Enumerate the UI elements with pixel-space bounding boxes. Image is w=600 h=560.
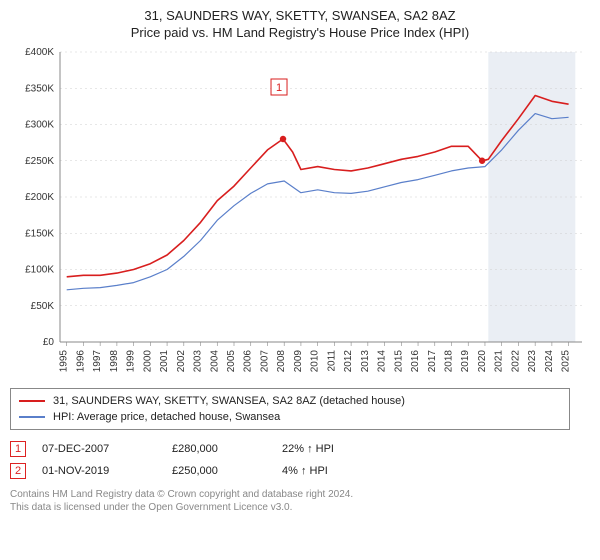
svg-text:£200K: £200K xyxy=(25,192,54,203)
svg-text:2000: 2000 xyxy=(142,350,153,373)
legend-label: 31, SAUNDERS WAY, SKETTY, SWANSEA, SA2 8… xyxy=(53,395,405,407)
svg-text:2012: 2012 xyxy=(343,350,354,373)
svg-text:2004: 2004 xyxy=(209,350,220,373)
title-main: 31, SAUNDERS WAY, SKETTY, SWANSEA, SA2 8… xyxy=(10,8,590,23)
svg-text:2015: 2015 xyxy=(393,350,404,373)
svg-text:£250K: £250K xyxy=(25,156,54,167)
event-badge: 2 xyxy=(10,463,26,479)
svg-text:1995: 1995 xyxy=(59,350,70,373)
svg-text:2020: 2020 xyxy=(477,350,488,373)
svg-text:2003: 2003 xyxy=(193,350,204,373)
svg-text:£400K: £400K xyxy=(25,47,54,58)
svg-text:2007: 2007 xyxy=(259,350,270,373)
legend-row: HPI: Average price, detached house, Swan… xyxy=(19,409,561,425)
svg-text:2013: 2013 xyxy=(360,350,371,373)
svg-text:£300K: £300K xyxy=(25,120,54,131)
event-badge: 1 xyxy=(10,441,26,457)
svg-text:£50K: £50K xyxy=(31,301,55,312)
event-date: 01-NOV-2019 xyxy=(42,465,172,477)
event-price: £250,000 xyxy=(172,465,282,477)
legend-label: HPI: Average price, detached house, Swan… xyxy=(53,411,280,423)
event-price: £280,000 xyxy=(172,443,282,455)
svg-text:2014: 2014 xyxy=(377,350,388,373)
svg-text:2018: 2018 xyxy=(444,350,455,373)
chart: £0 £50K £100K £150K £200K £250K £300K £350K £400… xyxy=(10,44,590,382)
svg-text:1: 1 xyxy=(276,82,282,94)
event-vs-hpi: 4% ↑ HPI xyxy=(282,465,402,477)
event-date: 07-DEC-2007 xyxy=(42,443,172,455)
legend-swatch xyxy=(19,416,45,417)
svg-text:2023: 2023 xyxy=(527,350,538,373)
footer-line: Contains HM Land Registry data © Crown c… xyxy=(10,488,590,501)
footer: Contains HM Land Registry data © Crown c… xyxy=(10,488,590,514)
svg-text:2005: 2005 xyxy=(226,350,237,373)
svg-text:1998: 1998 xyxy=(109,350,120,373)
svg-text:2019: 2019 xyxy=(460,350,471,373)
svg-text:1996: 1996 xyxy=(75,350,86,373)
svg-text:1997: 1997 xyxy=(92,350,103,373)
title-sub: Price paid vs. HM Land Registry's House … xyxy=(10,25,590,40)
svg-text:2008: 2008 xyxy=(276,350,287,373)
svg-text:2021: 2021 xyxy=(494,350,505,373)
legend: 31, SAUNDERS WAY, SKETTY, SWANSEA, SA2 8… xyxy=(10,388,570,430)
event-row: 1 07-DEC-2007 £280,000 22% ↑ HPI xyxy=(10,438,590,460)
titles: 31, SAUNDERS WAY, SKETTY, SWANSEA, SA2 8… xyxy=(10,8,590,40)
svg-text:2006: 2006 xyxy=(243,350,254,373)
svg-text:£150K: £150K xyxy=(25,228,54,239)
svg-text:2011: 2011 xyxy=(326,350,337,372)
svg-text:2025: 2025 xyxy=(561,350,572,373)
svg-text:2022: 2022 xyxy=(510,350,521,373)
svg-text:2016: 2016 xyxy=(410,350,421,373)
chart-container: 31, SAUNDERS WAY, SKETTY, SWANSEA, SA2 8… xyxy=(0,0,600,520)
footer-line: This data is licensed under the Open Gov… xyxy=(10,501,590,514)
event-vs-hpi: 22% ↑ HPI xyxy=(282,443,402,455)
svg-text:2001: 2001 xyxy=(159,350,170,373)
svg-text:2024: 2024 xyxy=(544,350,555,373)
legend-row: 31, SAUNDERS WAY, SKETTY, SWANSEA, SA2 8… xyxy=(19,393,561,409)
svg-text:2010: 2010 xyxy=(310,350,321,373)
svg-text:£350K: £350K xyxy=(25,83,54,94)
svg-text:1999: 1999 xyxy=(126,350,137,373)
legend-swatch xyxy=(19,400,45,402)
svg-text:2009: 2009 xyxy=(293,350,304,373)
svg-text:£100K: £100K xyxy=(25,265,54,276)
svg-text:2002: 2002 xyxy=(176,350,187,373)
event-row: 2 01-NOV-2019 £250,000 4% ↑ HPI xyxy=(10,460,590,482)
chart-svg: £0 £50K £100K £150K £200K £250K £300K £350K £400… xyxy=(10,44,590,382)
svg-text:2017: 2017 xyxy=(427,350,438,373)
events-table: 1 07-DEC-2007 £280,000 22% ↑ HPI 2 01-NO… xyxy=(10,438,590,482)
svg-text:£0: £0 xyxy=(43,337,55,348)
